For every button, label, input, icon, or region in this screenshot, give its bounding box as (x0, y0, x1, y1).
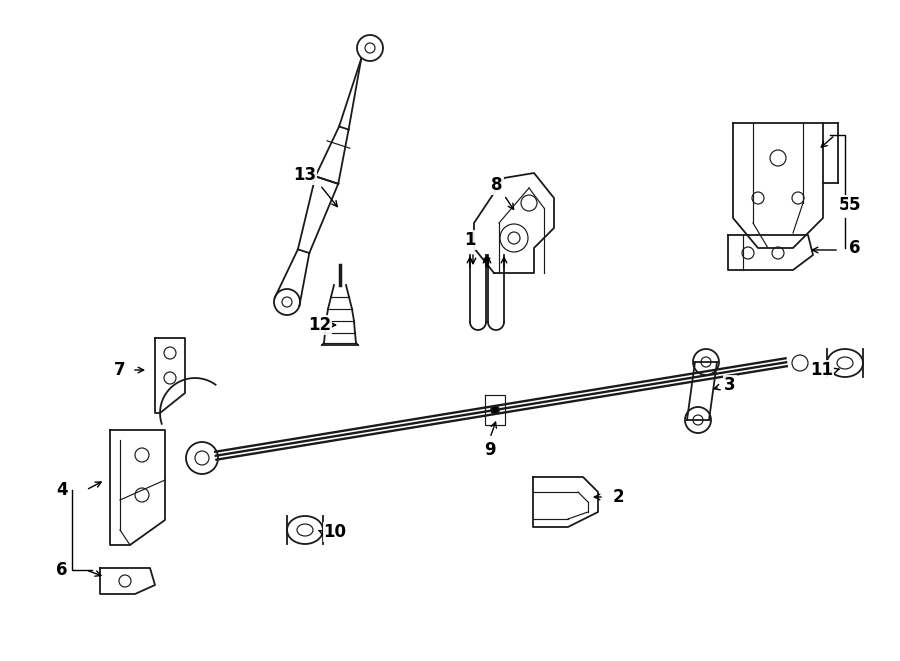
Text: 13: 13 (293, 166, 317, 184)
Text: 12: 12 (309, 316, 331, 334)
Text: 11: 11 (811, 361, 833, 379)
Text: 6: 6 (56, 561, 68, 579)
Text: 2: 2 (612, 488, 624, 506)
Text: 5: 5 (839, 196, 850, 214)
Text: 9: 9 (484, 441, 496, 459)
Text: 6: 6 (850, 239, 860, 257)
Circle shape (491, 406, 499, 414)
Text: 4: 4 (56, 481, 68, 499)
Text: 3: 3 (724, 376, 736, 394)
Text: 1: 1 (464, 231, 476, 249)
Text: 8: 8 (491, 176, 503, 194)
Text: 10: 10 (323, 523, 346, 541)
Text: 5: 5 (850, 196, 860, 214)
Text: 7: 7 (114, 361, 126, 379)
